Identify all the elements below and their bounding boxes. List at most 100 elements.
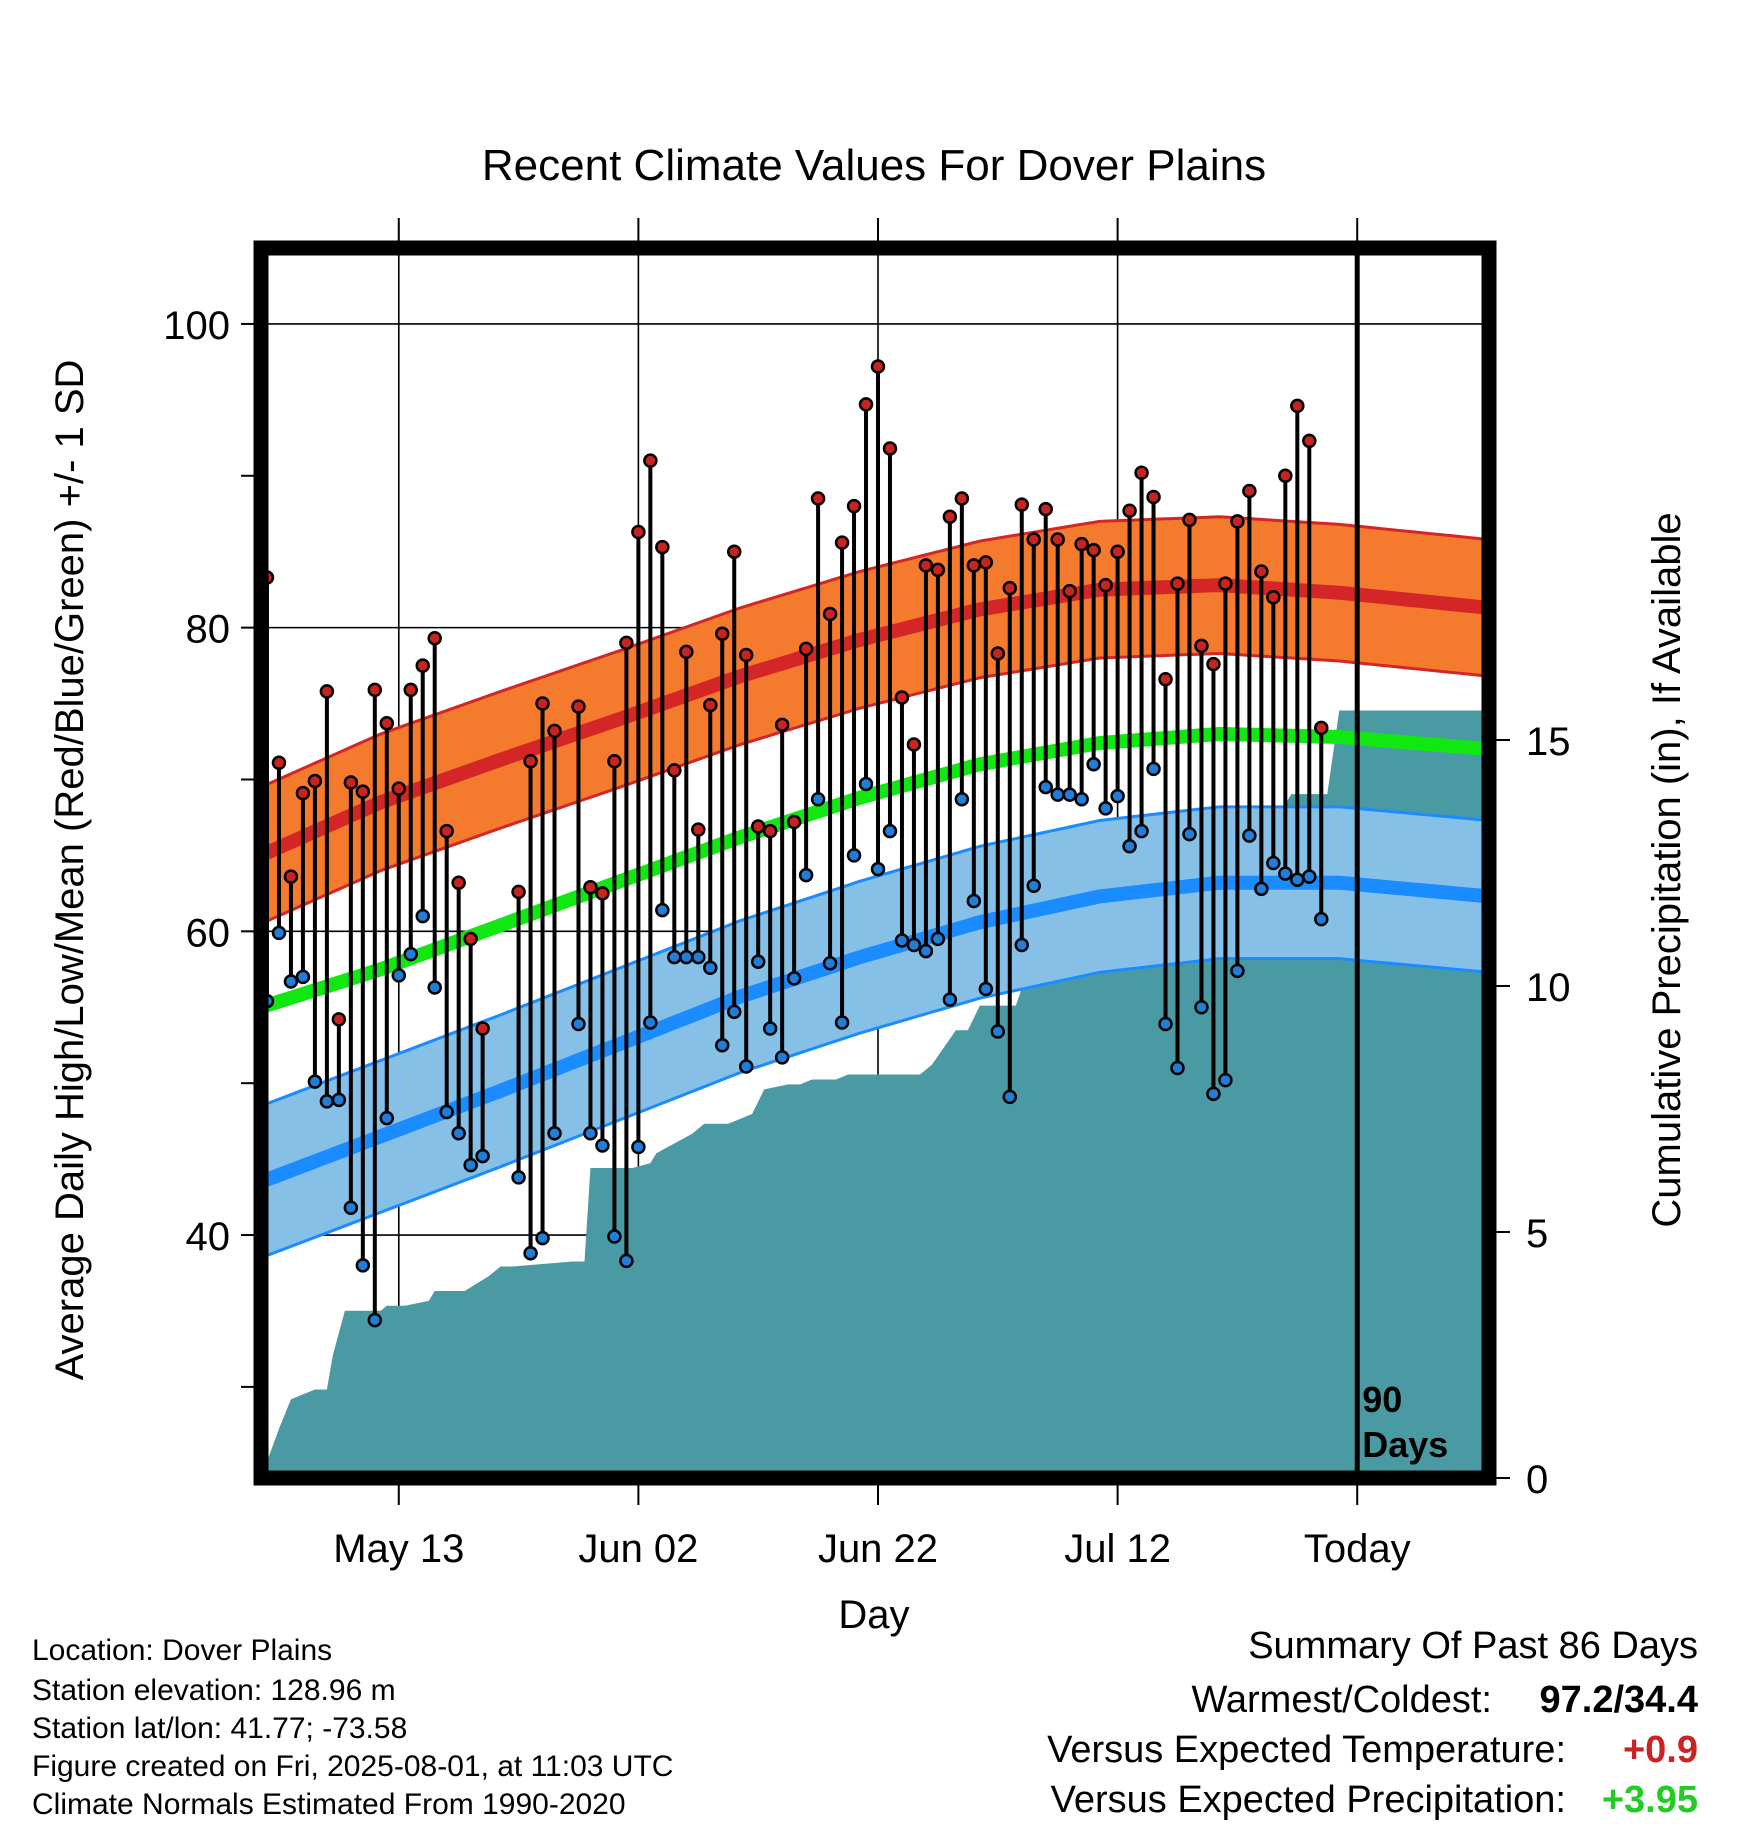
y-tick-label: 40 — [186, 1215, 231, 1259]
high-temp-point — [966, 558, 982, 573]
high-temp-point — [631, 524, 646, 540]
high-temp-point — [1194, 638, 1209, 654]
high-temp-point — [319, 684, 335, 699]
high-temp-point — [894, 690, 910, 705]
axis-ticks: 40 60 80 100 0 5 10 15 May 13 Jun 02 Jun 22 Jul 12 T… — [163, 218, 1571, 1571]
high-temp-point — [367, 682, 383, 698]
high-temp-point — [1242, 483, 1257, 499]
low-temp-point — [822, 955, 838, 971]
low-temp-point — [930, 931, 946, 947]
low-temp-point — [511, 1170, 526, 1185]
low-temp-point — [1206, 1086, 1221, 1102]
high-temp-point — [283, 869, 299, 884]
low-temp-point — [750, 954, 766, 969]
high-temp-point — [355, 784, 371, 799]
high-temp-point — [870, 359, 886, 374]
station-info: Location: Dover Plains Station elevation… — [32, 1634, 673, 1821]
y2-axis-label: Cumulative Precipitation (in), If Availa… — [1645, 512, 1689, 1227]
high-temp-point — [583, 880, 598, 895]
high-temp-point — [643, 453, 658, 468]
high-temp-point — [1122, 503, 1137, 518]
plot-area — [261, 359, 1489, 1478]
high-temp-point — [1314, 720, 1329, 736]
low-temp-point — [319, 1094, 335, 1109]
low-temp-point — [391, 968, 407, 983]
high-temp-point — [738, 647, 754, 663]
high-temp-point — [1110, 544, 1125, 559]
low-temp-point — [631, 1139, 646, 1155]
low-temp-point — [403, 946, 419, 962]
high-temp-point — [703, 697, 718, 713]
summary-panel: Summary Of Past 86 Days Warmest/Coldest:… — [1047, 1625, 1698, 1821]
high-temp-point — [798, 641, 814, 657]
low-temp-point — [834, 1015, 850, 1030]
today-days-number: 90 — [1362, 1379, 1402, 1420]
low-temp-point — [415, 908, 430, 924]
low-temp-point — [870, 861, 886, 877]
low-temp-point — [583, 1126, 598, 1141]
low-temp-point — [762, 1021, 778, 1036]
high-temp-point — [1002, 580, 1018, 596]
info-created: Figure created on Fri, 2025-08-01, at 11… — [32, 1750, 673, 1783]
high-temp-point — [391, 781, 407, 796]
low-temp-point — [679, 949, 694, 965]
summary-heading: Summary Of Past 86 Days — [1248, 1625, 1698, 1667]
low-temp-point — [714, 1037, 730, 1053]
low-temp-point — [1110, 788, 1125, 804]
plot-frame — [253, 240, 1497, 1486]
low-temp-point — [786, 971, 802, 986]
low-temp-point — [271, 925, 287, 941]
low-temp-point — [367, 1312, 383, 1328]
high-temp-point — [271, 755, 287, 771]
low-temp-point — [295, 969, 311, 985]
low-temp-point — [1002, 1089, 1018, 1105]
info-normals: Climate Normals Estimated From 1990-2020 — [32, 1788, 626, 1821]
high-temp-point — [511, 884, 526, 900]
low-temp-point — [882, 823, 898, 839]
today-days-label: Days — [1362, 1424, 1448, 1465]
high-temp-point — [1098, 577, 1113, 593]
low-temp-point — [1230, 963, 1245, 979]
low-temp-point — [1170, 1060, 1185, 1076]
low-temp-point — [1194, 1000, 1209, 1015]
low-temp-point — [1146, 761, 1161, 777]
high-temp-point — [1026, 532, 1041, 547]
high-temp-point — [846, 498, 862, 514]
summary-warm-cold-value: 97.2/34.4 — [1540, 1679, 1698, 1721]
high-temp-point — [1158, 672, 1173, 687]
low-temp-point — [858, 776, 874, 792]
high-temp-point — [858, 397, 874, 412]
y2-tick-label: 10 — [1526, 966, 1571, 1010]
low-temp-point — [1134, 823, 1149, 839]
low-temp-point — [691, 949, 706, 965]
low-temp-point — [1014, 937, 1030, 953]
y-axis-label: Average Daily High/Low/Mean (Red/Blue/Gr… — [48, 360, 92, 1381]
low-temp-point — [451, 1126, 466, 1141]
high-temp-point — [595, 886, 610, 901]
low-temp-point — [1086, 757, 1101, 772]
low-temp-point — [427, 980, 442, 995]
high-temp-point — [379, 716, 395, 731]
low-temp-point — [331, 1092, 347, 1108]
high-temp-point — [439, 823, 454, 839]
low-temp-point — [918, 943, 934, 959]
x-tick-label: Jun 02 — [578, 1527, 698, 1571]
low-temp-point — [595, 1138, 610, 1153]
y2-tick-label: 15 — [1526, 720, 1571, 764]
high-temp-point — [822, 606, 838, 622]
high-temp-point — [786, 814, 802, 830]
high-temp-point — [1086, 542, 1101, 558]
high-temp-point — [1302, 433, 1317, 449]
high-temp-point — [1206, 656, 1221, 672]
low-temp-point — [475, 1148, 490, 1164]
high-temp-point — [571, 699, 586, 714]
low-temp-point — [846, 848, 862, 863]
x-tick-label: Jul 12 — [1064, 1527, 1171, 1571]
low-temp-point — [463, 1157, 478, 1173]
high-temp-point — [655, 539, 670, 555]
high-temp-point — [607, 754, 622, 769]
low-temp-point — [535, 1230, 550, 1246]
summary-temp-value: +0.9 — [1623, 1729, 1698, 1771]
high-temp-point — [667, 763, 682, 778]
